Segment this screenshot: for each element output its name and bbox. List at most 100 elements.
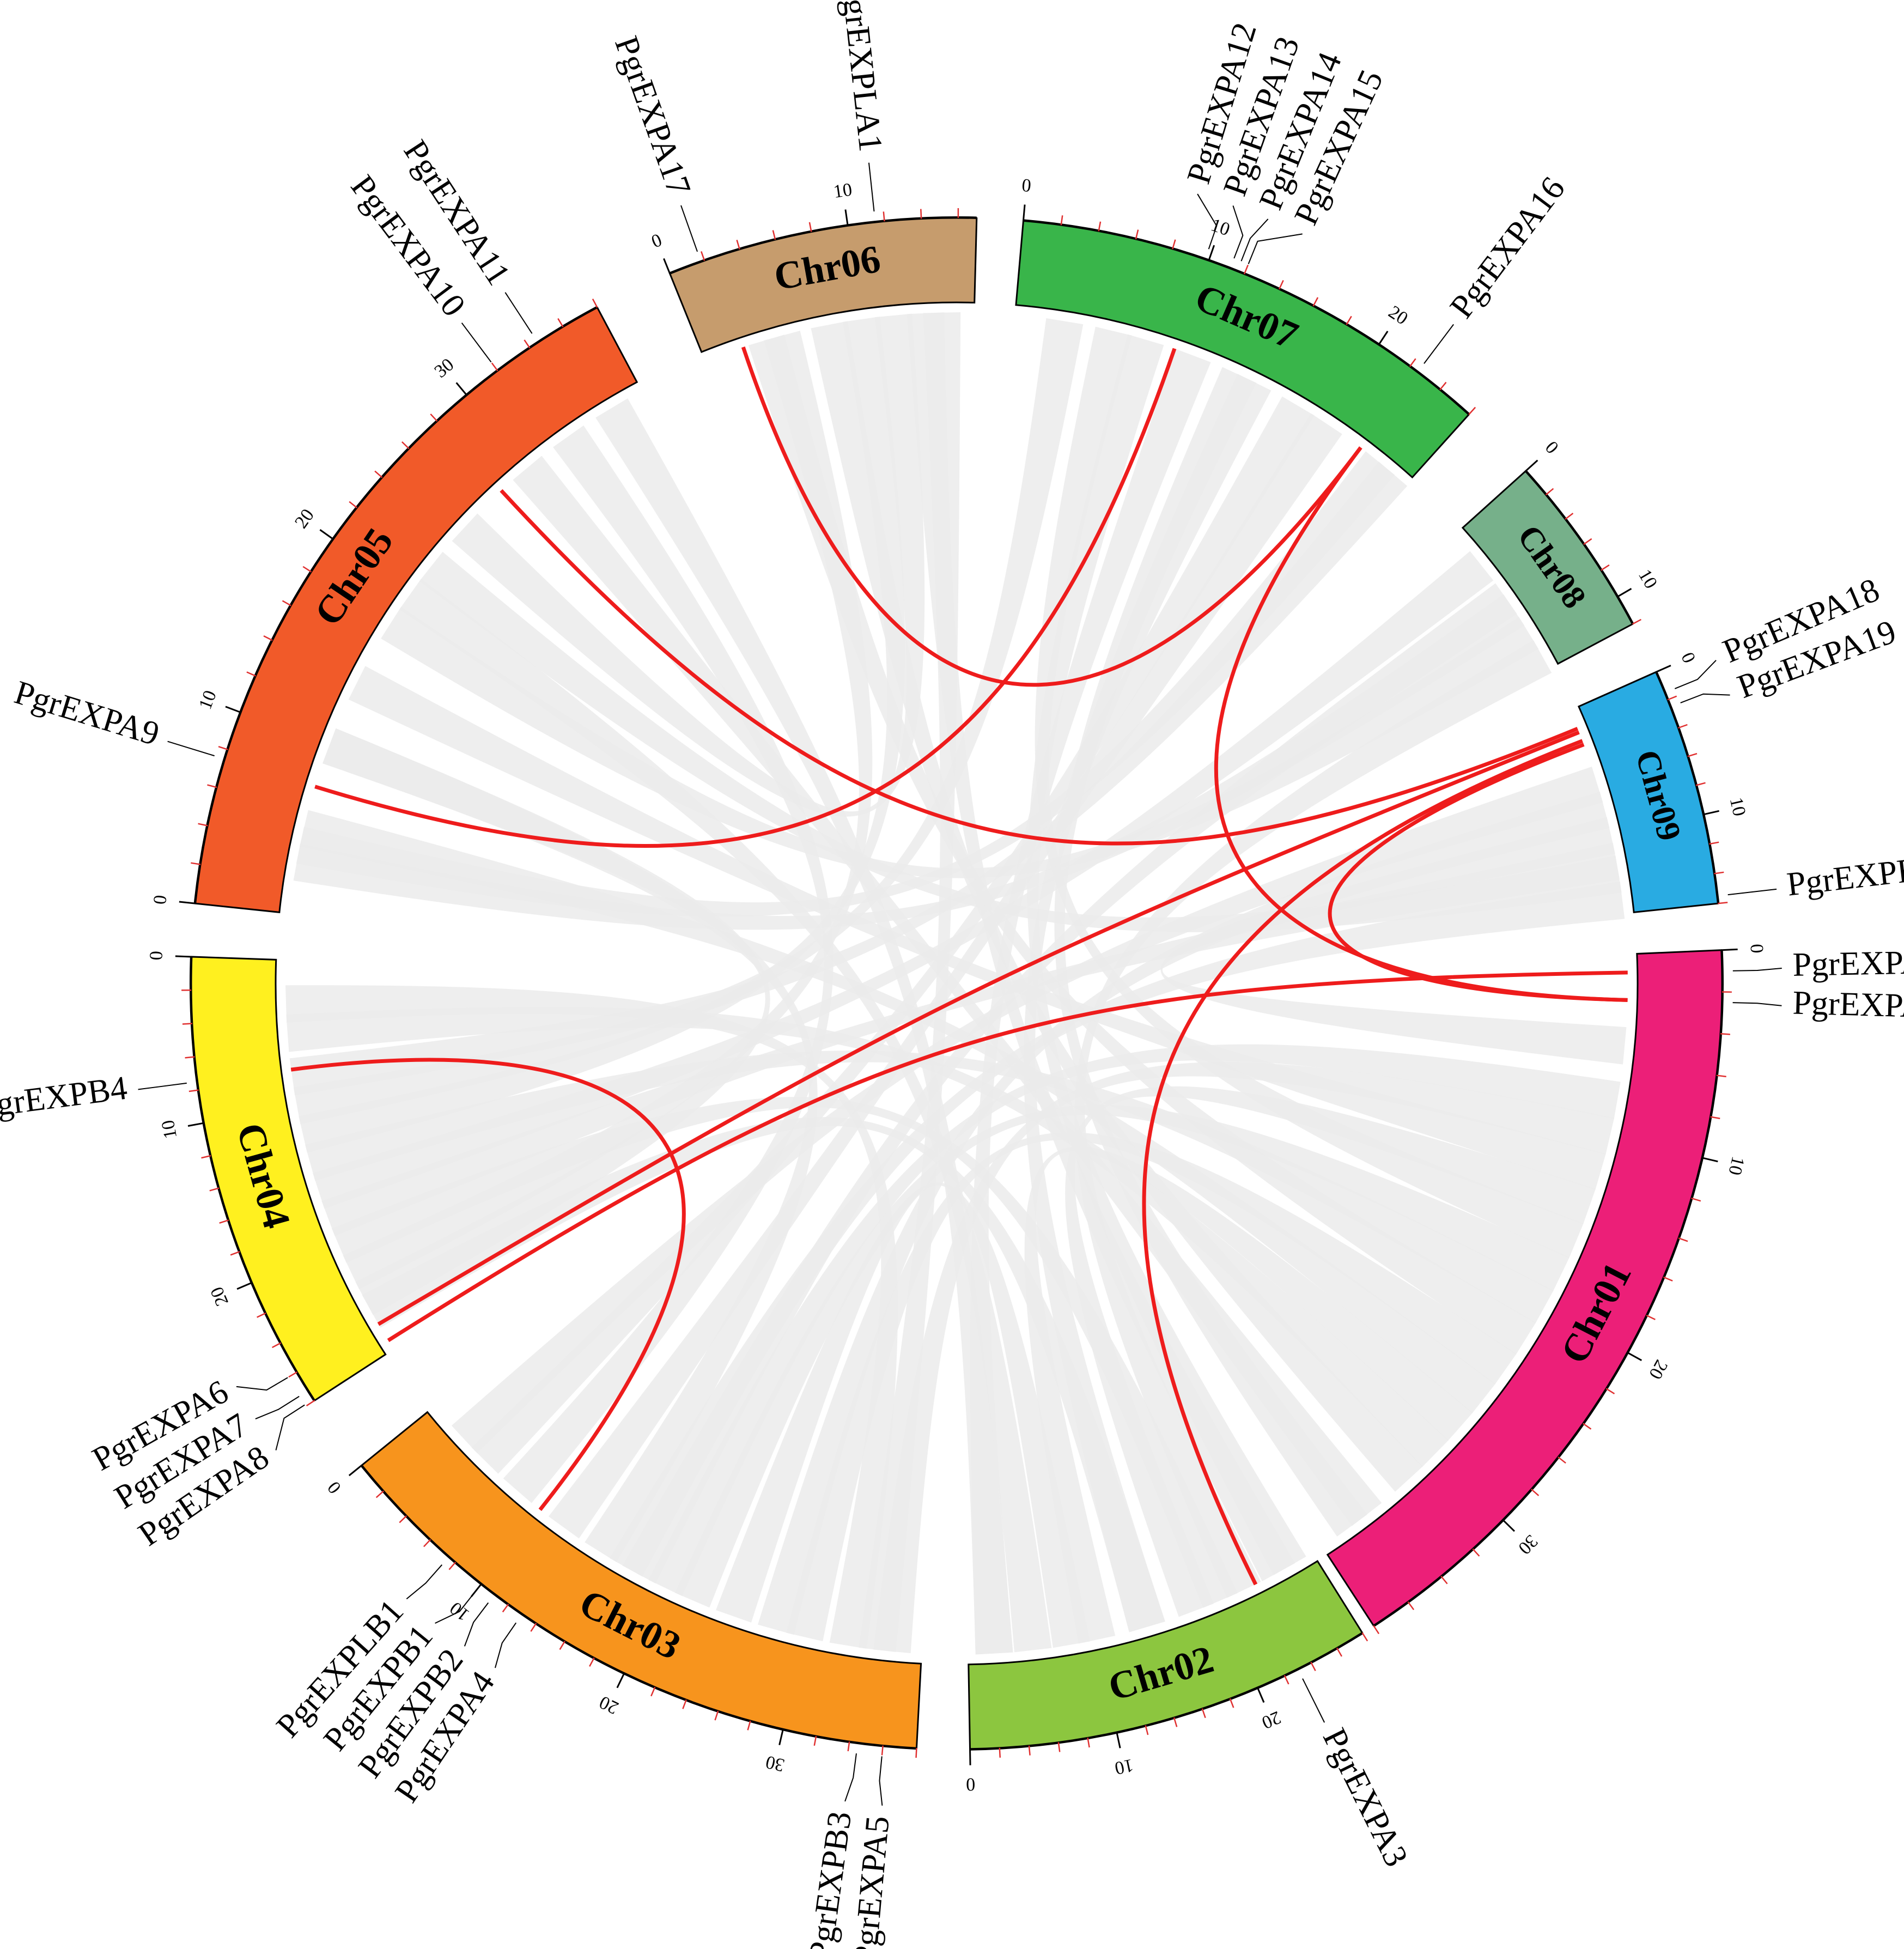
chromosome-band (1461, 470, 1634, 665)
gene-marker: PgrEXPA16 (1424, 170, 1572, 364)
background-link (970, 349, 1211, 1655)
background-link (1035, 326, 1584, 1259)
minor-tick (881, 1745, 884, 1756)
minor-tick (401, 441, 410, 450)
minor-tick (423, 1539, 431, 1547)
segmental-duplication-link (387, 970, 1628, 1343)
segmental-duplication-link (377, 730, 1580, 1326)
gene-leader-line (138, 1082, 187, 1090)
minor-tick (198, 823, 208, 827)
gene-label: PgrEXPB5 (1785, 849, 1904, 903)
tick-label: 10 (158, 1119, 181, 1140)
major-tick (225, 706, 241, 713)
minor-tick (263, 635, 273, 641)
minor-tick (1361, 1632, 1368, 1642)
background-link (348, 666, 1606, 1190)
gene-leader-line (1680, 693, 1730, 703)
minor-tick (399, 1515, 407, 1523)
minor-tick (1243, 264, 1249, 275)
tick-axis (193, 306, 597, 904)
tick-label: 30 (764, 1752, 787, 1776)
minor-tick (1716, 1074, 1726, 1078)
tick-axis (1373, 950, 1724, 1627)
minor-tick (191, 862, 201, 865)
major-tick (236, 1282, 253, 1290)
gene-leader-line (1424, 324, 1454, 364)
background-link (873, 1062, 1615, 1654)
minor-tick (1409, 358, 1416, 367)
major-tick (1022, 204, 1026, 221)
tick-label: 10 (1113, 1755, 1135, 1778)
minor-tick (1440, 1576, 1448, 1584)
gene-label: PgrEXPB4 (0, 1070, 129, 1126)
gene-leader-line (461, 322, 492, 363)
minor-tick (1605, 1388, 1615, 1395)
gene-marker: PgrEXPA9 (10, 674, 215, 757)
minor-tick (530, 1623, 537, 1632)
gene-leader-line (494, 1622, 517, 1668)
minor-tick (1283, 1675, 1289, 1685)
minor-tick (1472, 1548, 1480, 1557)
background-links (285, 312, 1627, 1655)
minor-tick (714, 1710, 719, 1721)
major-tick (179, 901, 196, 904)
major-tick (1655, 664, 1671, 673)
minor-tick (1407, 1601, 1415, 1611)
gene-leader-line (464, 1602, 489, 1647)
background-link (293, 594, 1525, 930)
minor-tick (430, 413, 438, 422)
background-link (452, 313, 925, 817)
gene-label: PgrEXPA1 (1792, 944, 1904, 983)
minor-tick (349, 501, 358, 508)
minor-tick (1691, 1197, 1701, 1202)
gene-leader-line (255, 1395, 300, 1420)
minor-tick (302, 566, 312, 573)
minor-tick (1278, 280, 1284, 290)
minor-tick (188, 1089, 199, 1092)
gene-leader-line (680, 205, 698, 252)
gene-leader-line (435, 1592, 476, 1624)
tick-label: 10 (195, 688, 221, 712)
gene-marker: PgrEXPA2 (1732, 985, 1904, 1025)
minor-tick (288, 1371, 298, 1378)
gene-leader-line (504, 292, 533, 334)
minor-tick (589, 1657, 595, 1667)
minor-tick (1677, 724, 1688, 729)
gene-leader-line (1732, 967, 1782, 972)
minor-tick (271, 1342, 282, 1349)
major-tick (1208, 245, 1215, 261)
major-tick (348, 1465, 363, 1477)
gene-marker: PgrEXPB4 (0, 1070, 187, 1126)
major-tick (1627, 1351, 1643, 1361)
major-tick (1116, 1732, 1121, 1748)
minor-tick (1601, 564, 1610, 571)
minor-tick (246, 671, 256, 677)
tick-label: 10 (1724, 1155, 1748, 1177)
minor-tick (1346, 315, 1352, 325)
minor-tick (1531, 1489, 1540, 1496)
tick-label: 20 (596, 1692, 622, 1718)
tick-label: 0 (649, 230, 665, 252)
minor-tick (1060, 215, 1063, 226)
minor-tick (1583, 538, 1592, 545)
background-link (1027, 334, 1306, 1575)
background-link (1074, 640, 1552, 1598)
chromosome-band (1577, 671, 1719, 913)
minor-tick (1201, 1708, 1206, 1719)
gene-leader-line (167, 740, 215, 757)
gene-leader-line (868, 162, 875, 212)
minor-tick (1718, 902, 1728, 904)
minor-tick (1632, 618, 1642, 625)
major-tick (1525, 459, 1538, 472)
minor-tick (1135, 229, 1139, 240)
major-tick (844, 209, 849, 226)
tick-label: 20 (206, 1284, 232, 1309)
minor-tick (491, 362, 498, 372)
major-tick (187, 1122, 204, 1127)
gene-leader-line (1674, 660, 1717, 689)
gene-leader-line (1732, 1002, 1782, 1006)
minor-tick (808, 222, 812, 232)
minor-tick (218, 746, 228, 750)
